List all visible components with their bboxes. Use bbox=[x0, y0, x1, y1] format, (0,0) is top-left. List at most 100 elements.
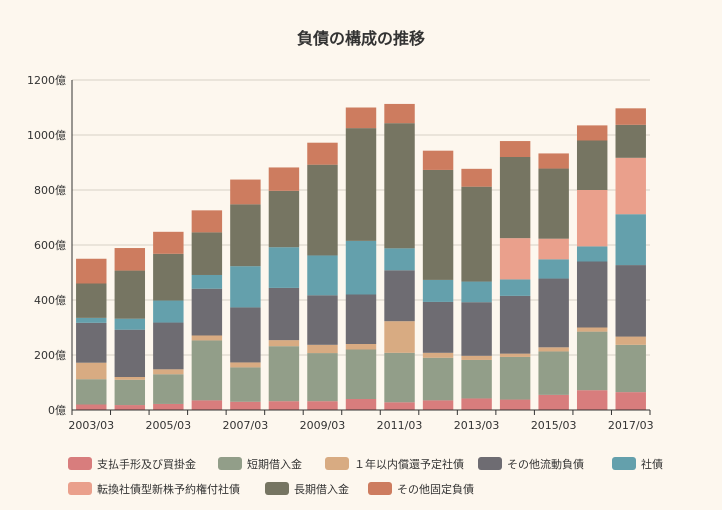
bar-segment bbox=[499, 141, 531, 157]
bar-segment bbox=[538, 278, 569, 348]
bar-segment bbox=[268, 401, 300, 410]
bars bbox=[76, 103, 646, 411]
bar-segment bbox=[230, 307, 261, 363]
legend-swatch bbox=[325, 457, 349, 470]
bar-segment bbox=[461, 302, 492, 356]
bar-segment bbox=[153, 374, 184, 404]
bar-segment bbox=[615, 265, 646, 337]
bar-segment bbox=[576, 327, 608, 332]
bar-segment bbox=[615, 214, 646, 266]
bar-segment bbox=[191, 232, 223, 275]
bar-segment bbox=[461, 281, 492, 303]
bar-segment bbox=[268, 190, 300, 248]
bar-segment bbox=[230, 179, 261, 205]
bar-segment bbox=[384, 352, 415, 403]
legend-label: 社債 bbox=[641, 457, 663, 471]
bar-segment bbox=[153, 253, 184, 301]
bar-segment bbox=[461, 168, 492, 187]
bar-segment bbox=[268, 247, 300, 288]
bar-segment bbox=[153, 300, 184, 323]
bar-segment bbox=[307, 142, 338, 165]
legend-item[interactable]: 短期借入金 bbox=[218, 457, 302, 471]
bar-segment bbox=[538, 168, 569, 239]
bar-segment bbox=[191, 340, 223, 401]
bar-segment bbox=[191, 400, 223, 411]
bar-segment bbox=[153, 322, 184, 370]
bar-segment bbox=[345, 349, 377, 399]
bar-segment bbox=[76, 258, 107, 284]
axes: 0億 200億 400億 600億 800億 1000億 1200億 2003/03 2005/… bbox=[27, 74, 654, 432]
bar-segment bbox=[384, 270, 415, 322]
bar-segment bbox=[307, 164, 338, 256]
bar-segment bbox=[345, 240, 377, 295]
bar-segment bbox=[538, 238, 569, 260]
legend-swatch bbox=[265, 482, 289, 495]
bar-segment bbox=[538, 351, 569, 395]
bar-segment bbox=[461, 359, 492, 399]
x-tick-label: 2017/03 bbox=[608, 419, 654, 432]
bar-segment bbox=[499, 157, 531, 239]
bar-segment bbox=[191, 274, 223, 289]
legend-item[interactable]: 長期借入金 bbox=[265, 482, 349, 496]
legend-swatch bbox=[368, 482, 392, 495]
bar-segment bbox=[191, 288, 223, 336]
bar-segment bbox=[538, 153, 569, 169]
legend-item[interactable]: １年以内償還予定社債 bbox=[325, 457, 464, 471]
bar-segment bbox=[461, 355, 492, 360]
bar-segment bbox=[345, 294, 377, 344]
legend-label: 短期借入金 bbox=[247, 457, 302, 471]
bar-segment bbox=[576, 246, 608, 262]
bar-segment bbox=[307, 344, 338, 354]
legend-item[interactable]: その他固定負債 bbox=[368, 482, 474, 496]
bar-segment bbox=[384, 123, 415, 249]
bar-segment bbox=[576, 261, 608, 328]
bar-segment bbox=[615, 124, 646, 158]
bar-segment bbox=[461, 398, 492, 410]
bar-segment bbox=[499, 295, 531, 354]
bar-segment bbox=[114, 379, 146, 406]
bar-segment bbox=[538, 259, 569, 279]
bar-segment bbox=[76, 379, 107, 405]
bar-segment bbox=[576, 190, 608, 247]
y-tick-label: 200億 bbox=[34, 349, 66, 362]
x-tick-label: 2009/03 bbox=[300, 419, 346, 432]
legend-item[interactable]: その他流動負債 bbox=[478, 457, 584, 471]
x-tick-label: 2003/03 bbox=[68, 419, 114, 432]
bar-segment bbox=[307, 255, 338, 296]
bar-segment bbox=[307, 295, 338, 345]
x-tick-label: 2007/03 bbox=[223, 419, 269, 432]
bar-segment bbox=[153, 231, 184, 254]
bar-segment bbox=[114, 248, 146, 271]
bar-segment bbox=[114, 270, 146, 319]
legend-item[interactable]: 転換社債型新株予約権付社債 bbox=[68, 482, 240, 496]
bar-segment bbox=[268, 287, 300, 341]
legend-label: １年以内償還予定社債 bbox=[354, 457, 464, 471]
bar-segment bbox=[384, 402, 415, 410]
bar-segment bbox=[268, 346, 300, 402]
bar-segment bbox=[230, 362, 261, 368]
bar-segment bbox=[153, 403, 184, 410]
y-tick-label: 1200億 bbox=[27, 74, 66, 87]
bar-segment bbox=[114, 405, 146, 410]
bar-segment bbox=[422, 279, 454, 302]
bar-segment bbox=[422, 169, 454, 280]
bar-segment bbox=[576, 331, 608, 391]
legend-swatch bbox=[68, 482, 92, 495]
legend-label: 支払手形及び買掛金 bbox=[97, 457, 196, 471]
bar-segment bbox=[230, 367, 261, 402]
bar-segment bbox=[499, 238, 531, 280]
bar-segment bbox=[615, 108, 646, 125]
bar-segment bbox=[191, 335, 223, 341]
bar-segment bbox=[114, 329, 146, 377]
legend-label: 長期借入金 bbox=[294, 482, 349, 496]
legend-item[interactable]: 社債 bbox=[612, 457, 663, 471]
bar-segment bbox=[576, 140, 608, 190]
legend-swatch bbox=[68, 457, 92, 470]
bar-segment bbox=[615, 392, 646, 411]
bar-segment bbox=[384, 321, 415, 353]
bar-segment bbox=[345, 107, 377, 129]
legend-item[interactable]: 支払手形及び買掛金 bbox=[68, 457, 196, 471]
legend-swatch bbox=[218, 457, 242, 470]
